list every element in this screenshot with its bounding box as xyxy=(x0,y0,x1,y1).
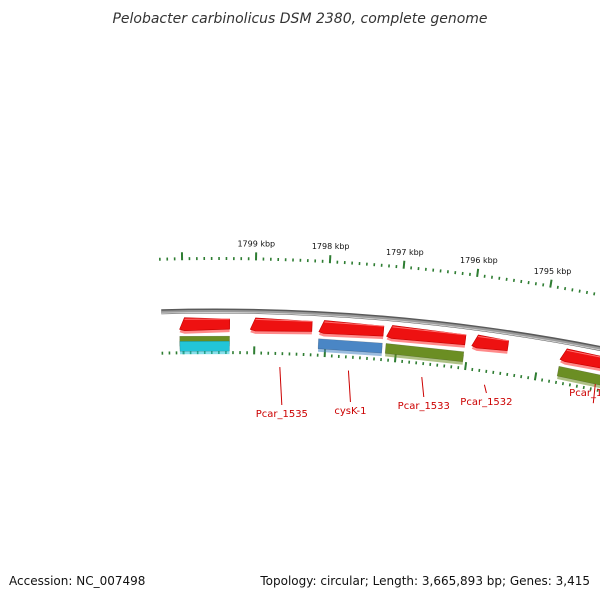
gene-arrow-highlight xyxy=(478,335,509,342)
cds-bar[interactable] xyxy=(384,343,465,362)
gene-label-pcar_1535[interactable]: Pcar_1535 xyxy=(256,409,308,420)
ruler-tick xyxy=(554,380,558,385)
kbp-tick-label: 1797 kbp xyxy=(386,248,424,257)
forward-gene-track xyxy=(179,317,600,376)
gene-arrow-pcar_1532[interactable] xyxy=(471,334,510,352)
gene-arrow[interactable] xyxy=(179,317,231,332)
ruler-tick xyxy=(533,372,538,381)
ruler-tick xyxy=(561,382,565,386)
gene-label-leader xyxy=(279,367,283,406)
gene-label-pcar_1530[interactable]: Pcar_1530 xyxy=(569,388,600,399)
map-title: Pelobacter carbinolicus DSM 2380, comple… xyxy=(112,11,487,27)
ruler-tick xyxy=(556,285,559,289)
cds-bar[interactable] xyxy=(556,365,600,403)
gene-arrow-highlight xyxy=(324,321,384,327)
gene-label-pcar_1533[interactable]: Pcar_1533 xyxy=(398,401,450,412)
genome-summary: Topology: circular; Length: 3,665,893 bp… xyxy=(260,574,590,588)
gene-arrow-highlight xyxy=(392,326,467,336)
backbone-highlight xyxy=(161,312,600,351)
ruler-tick xyxy=(548,379,551,383)
ruler-tick xyxy=(589,387,592,391)
gene-label-pcar_1532[interactable]: Pcar_1532 xyxy=(460,397,512,408)
gene-arrow-pcar_1533[interactable] xyxy=(386,325,467,346)
kbp-tick-label: 1796 kbp xyxy=(460,256,498,265)
ruler-tick xyxy=(541,378,544,382)
gene-label-leader xyxy=(421,376,425,398)
kbp-tick-label: 1795 kbp xyxy=(534,267,572,276)
ruler-tick xyxy=(564,286,567,291)
accession-label: Accession: NC_007498 xyxy=(9,574,146,588)
ruler-tick xyxy=(575,384,578,388)
gene-label-layer: Pcar_1535 cysK-1 Pcar_1533 Pcar_1532 Pcar_15… xyxy=(256,367,600,420)
ruler-tick xyxy=(582,385,585,390)
ruler-tick xyxy=(578,289,581,293)
cds-track xyxy=(179,335,600,403)
cds-bar[interactable] xyxy=(179,340,230,352)
outer-tick-ruler: 1799 kbp 1798 kbp 1797 kbp 1796 kbp 1795 kbp… xyxy=(159,239,596,296)
kbp-tick-label: 1799 kbp xyxy=(237,239,275,248)
gene-arrow-highlight xyxy=(566,349,600,358)
gene-arrow-pcar_1530[interactable] xyxy=(559,348,600,376)
ruler-tick xyxy=(476,268,480,277)
ruler-tick xyxy=(402,260,406,269)
ruler-tick xyxy=(549,279,553,288)
ruler-tick xyxy=(571,288,574,292)
kbp-tick-label: 1798 kbp xyxy=(312,242,350,251)
backbone-line xyxy=(161,310,600,351)
cds-bar[interactable] xyxy=(317,338,383,354)
gene-label-leader xyxy=(483,384,487,394)
gene-label-leader xyxy=(592,383,596,404)
gene-label-cysk-1[interactable]: cysK-1 xyxy=(334,406,366,417)
genome-backbone xyxy=(161,308,600,352)
ruler-tick xyxy=(464,361,468,371)
ruler-tick xyxy=(585,290,589,295)
ruler-tick xyxy=(596,388,599,392)
ruler-tick xyxy=(593,292,596,296)
gene-arrow-highlight xyxy=(255,318,313,322)
gene-arrow-cysk-1[interactable] xyxy=(318,320,385,337)
ruler-tick xyxy=(568,383,571,387)
gene-label-leader xyxy=(347,370,351,403)
